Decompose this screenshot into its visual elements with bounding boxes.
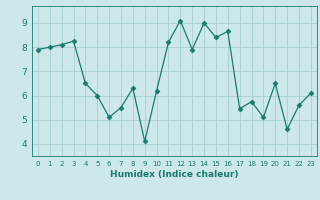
X-axis label: Humidex (Indice chaleur): Humidex (Indice chaleur) bbox=[110, 170, 239, 179]
